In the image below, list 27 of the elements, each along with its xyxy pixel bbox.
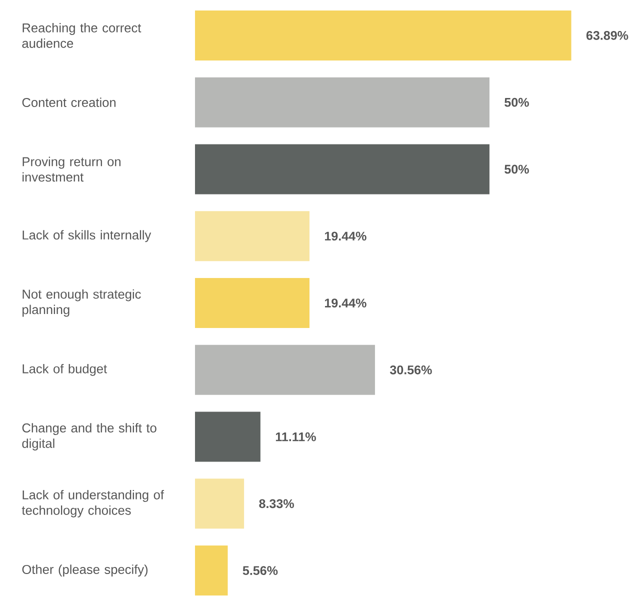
data-label: 19.44% [324, 298, 366, 308]
data-label: 11.11% [276, 432, 316, 442]
bar [195, 278, 310, 328]
bar [195, 412, 260, 462]
y-tick-label: Lack of budget [22, 364, 107, 376]
data-label: 30.56% [390, 365, 432, 374]
y-tick-label: Other (please specify) [22, 564, 148, 577]
data-label: 50% [504, 98, 529, 107]
bar [195, 344, 375, 395]
bar [195, 546, 228, 596]
bar [195, 144, 490, 194]
y-tick-label: Content creation [22, 98, 116, 108]
y-tick-label: Reaching the correct audience [22, 23, 142, 48]
bar [195, 478, 244, 529]
data-label: 63.89% [586, 31, 628, 40]
data-label: 8.33% [259, 499, 294, 508]
bar [195, 211, 310, 262]
y-tick-label: Lack of understanding of technology choices [22, 490, 164, 518]
y-tick-label: Proving return on investment [22, 156, 120, 182]
y-tick-label: Lack of skills internally [22, 230, 152, 242]
y-tick-label: Not enough strategic planning [22, 289, 141, 317]
bar [195, 77, 490, 128]
y-tick-label: Change and the shift to digital [22, 423, 156, 450]
data-label: 50% [504, 164, 529, 174]
data-label: 5.56% [242, 566, 278, 575]
data-label: 19.44% [324, 232, 366, 241]
bar [195, 10, 572, 60]
